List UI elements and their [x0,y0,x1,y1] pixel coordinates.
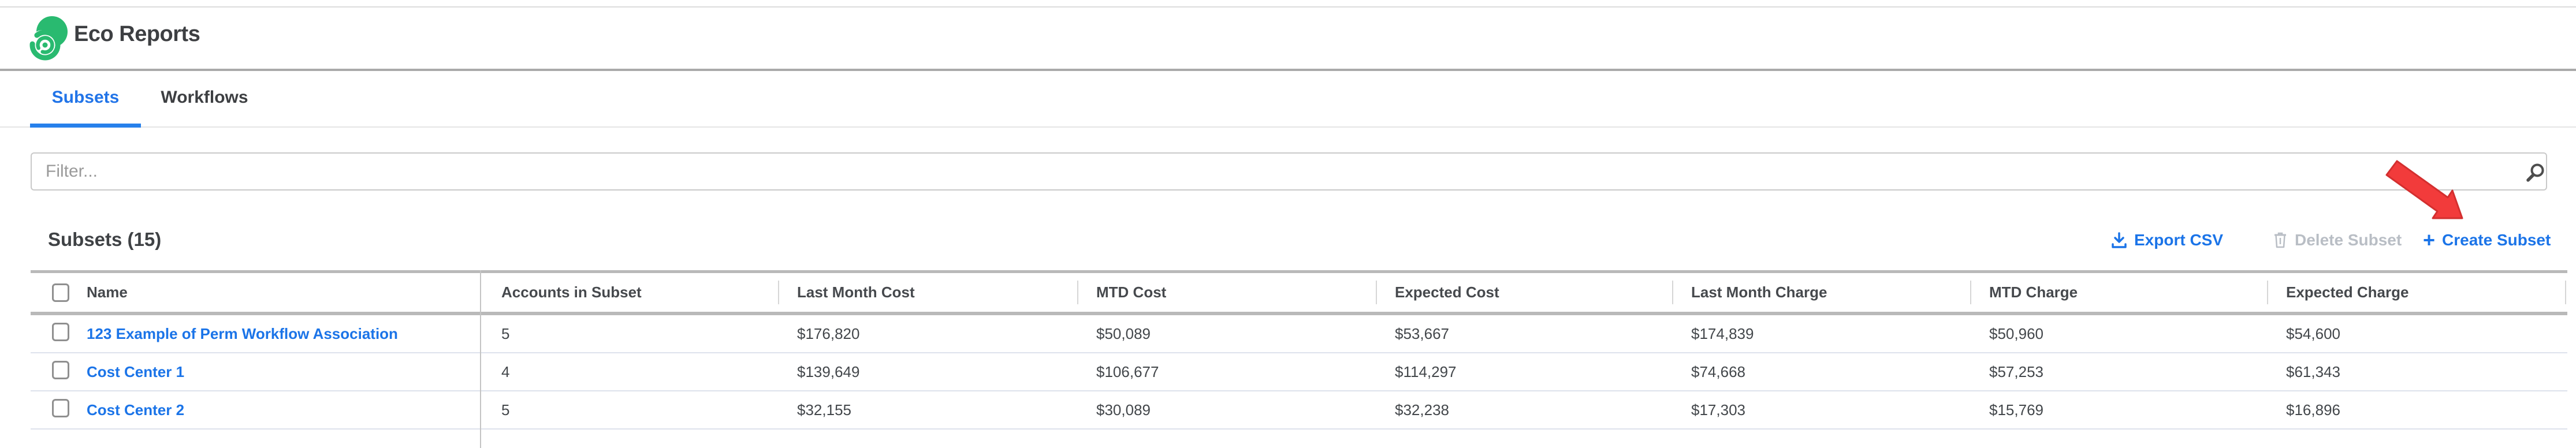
active-tab-underline [30,124,141,128]
column-header-mtd-charge[interactable]: MTD Charge [1970,273,2267,312]
expected-charge-value: $61,343 [2286,363,2340,380]
column-header-expected-cost[interactable]: Expected Cost [1376,273,1672,312]
page-title: Eco Reports [74,22,200,46]
expected-cost-value: $32,238 [1395,401,1449,419]
row-checkbox-cell [31,360,76,383]
expected-cost-value: $114,297 [1395,363,1457,380]
last-month-cost-value: $176,820 [797,324,860,342]
download-icon [2112,232,2127,248]
name-column-separator [480,270,481,448]
expected-charge-value: $54,600 [2286,324,2340,342]
accounts-in-subset-value: 5 [501,324,510,342]
create-subset-button[interactable]: + Create Subset [2423,228,2551,252]
filter-input[interactable] [31,152,2547,191]
export-csv-button[interactable]: Export CSV [2111,231,2223,249]
search-icon[interactable] [2525,162,2546,183]
mtd-cost-value: $30,089 [1096,401,1151,419]
column-header-last-month-charge[interactable]: Last Month Charge [1672,273,1970,312]
accounts-in-subset-value: 4 [501,363,510,380]
create-subset-label: Create Subset [2442,231,2551,249]
subset-name-link[interactable]: Cost Center 1 [87,363,185,380]
table-row: 123 Example of Perm Workflow Association… [31,315,2567,353]
last-month-charge-value: $174,839 [1691,324,1754,342]
last-month-charge-value: $17,303 [1691,401,1745,419]
top-divider [0,6,2576,8]
table-row: Cost Center 1 4 $139,649 $106,677 $114,2… [31,353,2567,391]
header-right-tick [2565,281,2566,304]
column-header-mtd-cost[interactable]: MTD Cost [1077,273,1376,312]
table-body: 123 Example of Perm Workflow Association… [31,315,2567,430]
subset-name-link[interactable]: 123 Example of Perm Workflow Association [87,324,398,342]
row-checkbox-cell [31,322,76,345]
accounts-in-subset-value: 5 [501,401,510,419]
last-month-cost-value: $139,649 [797,363,860,380]
header-divider [0,69,2576,71]
row-checkbox[interactable] [52,322,69,341]
trash-icon [2275,232,2286,248]
subset-name-link[interactable]: Cost Center 2 [87,401,185,419]
mtd-charge-value: $15,769 [1989,401,2043,419]
row-checkbox[interactable] [52,398,69,417]
eco-logo-icon [28,16,68,61]
expected-charge-value: $16,896 [2286,401,2340,419]
mtd-cost-value: $106,677 [1096,363,1159,380]
mtd-charge-value: $50,960 [1989,324,2043,342]
column-header-last-month-cost[interactable]: Last Month Cost [778,273,1077,312]
mtd-charge-value: $57,253 [1989,363,2043,380]
plus-icon: + [2423,228,2436,252]
last-month-charge-value: $74,668 [1691,363,1745,380]
expected-cost-value: $53,667 [1395,324,1449,342]
delete-subset-label: Delete Subset [2295,231,2402,249]
mtd-cost-value: $50,089 [1096,324,1151,342]
column-header-name[interactable]: Name [87,283,128,301]
select-all-checkbox[interactable] [52,283,69,302]
header-checkbox-cell [31,273,76,312]
delete-subset-button[interactable]: Delete Subset [2273,231,2402,249]
column-header-expected-charge[interactable]: Expected Charge [2267,273,2567,312]
last-month-cost-value: $32,155 [797,401,851,419]
table-row: Cost Center 2 5 $32,155 $30,089 $32,238 … [31,391,2567,430]
tab-baseline [0,126,2576,128]
row-checkbox-cell [31,398,76,421]
tab-subsets[interactable]: Subsets [51,88,120,107]
table-header: Name Accounts in Subset Last Month Cost … [31,270,2567,315]
section-title: Subsets (15) [48,229,162,250]
column-header-accounts[interactable]: Accounts in Subset [501,283,642,301]
export-csv-label: Export CSV [2134,231,2224,249]
tab-workflows[interactable]: Workflows [161,88,248,107]
row-checkbox[interactable] [52,360,69,379]
